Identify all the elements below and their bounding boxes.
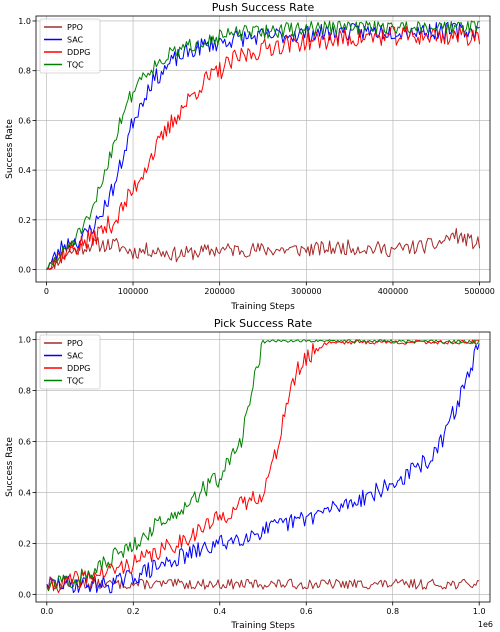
pick-legend-label-ppo: PPO	[67, 339, 83, 348]
pick-chart-title: Pick Success Rate	[214, 317, 313, 330]
pick-legend-label-tqc: TQC	[66, 377, 84, 386]
push-chart-title: Push Success Rate	[212, 1, 315, 14]
pick-ytick-label: 0.6	[18, 438, 31, 447]
pick-chart-offset-label: 1e6	[478, 620, 493, 629]
pick-chart-legend: PPO SAC DDPG TQC	[39, 334, 101, 390]
push-series-tqc	[45, 20, 480, 270]
pick-chart-series	[46, 339, 480, 594]
pick-chart-ticks: 0.0 0.2 0.4 0.6 0.8 1.0 0.0 0.2 0.4 0.6 0.8 1.0	[18, 336, 485, 616]
pick-ytick-label: 0.8	[18, 387, 31, 396]
push-xtick-label: 300000	[291, 287, 322, 296]
push-chart-ylabel: Success Rate	[5, 119, 15, 179]
push-ytick-label: 1.0	[18, 17, 31, 26]
pick-legend-label-sac: SAC	[67, 352, 84, 361]
pick-ytick-label: 0.4	[18, 488, 31, 497]
push-chart-ticks: 0 100000 200000 300000 400000 500000 0.0 0.2 0.4…	[18, 17, 495, 296]
push-legend-label-ddpg: DDPG	[67, 48, 90, 57]
pick-xtick-label: 0.0	[40, 607, 53, 616]
push-chart: Push Success Rate Training Steps Success…	[5, 1, 495, 312]
pick-legend-box	[39, 334, 101, 390]
pick-chart-ylabel: Success Rate	[5, 437, 15, 497]
pick-ytick-label: 0.2	[18, 539, 31, 548]
push-xtick-label: 500000	[464, 287, 495, 296]
pick-chart: Pick Success Rate Training Steps Success…	[5, 317, 493, 631]
pick-series-tqc	[46, 339, 480, 591]
pick-chart-xlabel: Training Steps	[230, 621, 295, 631]
push-legend-box	[39, 18, 101, 74]
push-series-ppo	[46, 228, 481, 271]
push-legend-label-ppo: PPO	[67, 23, 83, 32]
push-ytick-label: 0.6	[18, 116, 31, 125]
pick-xtick-label: 0.8	[386, 607, 399, 616]
pick-xtick-label: 0.6	[300, 607, 313, 616]
pick-series-sac	[46, 343, 480, 594]
push-xtick-label: 400000	[378, 287, 409, 296]
push-chart-xlabel: Training Steps	[230, 302, 295, 312]
push-xtick-label: 200000	[204, 287, 235, 296]
push-ytick-label: 0.0	[18, 266, 31, 275]
pick-xtick-label: 0.2	[127, 607, 140, 616]
push-ytick-label: 0.8	[18, 67, 31, 76]
pick-chart-frame	[35, 331, 491, 603]
push-xtick-label: 100000	[118, 287, 149, 296]
pick-ytick-label: 1.0	[18, 336, 31, 345]
push-legend-label-tqc: TQC	[66, 61, 84, 70]
push-chart-frame	[35, 15, 491, 283]
push-chart-series	[45, 20, 481, 271]
push-legend-label-sac: SAC	[67, 36, 84, 45]
pick-ytick-label: 0.0	[18, 590, 31, 599]
push-series-ddpg	[46, 25, 481, 270]
pick-series-ddpg	[46, 339, 480, 594]
pick-legend-label-ddpg: DDPG	[67, 364, 90, 373]
pick-chart-grid	[36, 332, 490, 602]
pick-xtick-label: 0.4	[213, 607, 226, 616]
pick-xtick-label: 1.0	[473, 607, 486, 616]
push-ytick-label: 0.4	[18, 166, 31, 175]
push-xtick-label: 0	[44, 287, 49, 296]
pick-series-ppo	[46, 578, 480, 590]
push-ytick-label: 0.2	[18, 216, 31, 225]
push-chart-legend: PPO SAC DDPG TQC	[39, 18, 101, 74]
